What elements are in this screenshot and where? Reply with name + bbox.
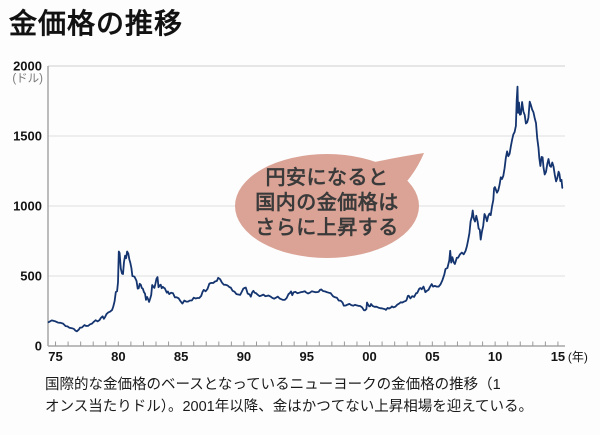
annotation-text: 円安になると 国内の金価格は さらに上昇する [231,166,423,241]
annotation-line-1: 円安になると [265,167,389,189]
x-tick-label: 00 [362,349,376,364]
x-tick-label: 80 [111,349,125,364]
x-tick-label: 85 [174,349,188,364]
y-tick-label: 1500 [13,129,42,144]
price-line [47,85,564,333]
x-tick-label: 15 [551,349,565,364]
speech-bubble [235,153,424,258]
y-axis-unit-label: (ドル) [12,73,43,85]
x-tick-label: 90 [237,349,251,364]
y-tick-label: 500 [20,269,42,284]
annotation-line-3: さらに上昇する [255,217,399,239]
speech-bubble-body [235,154,419,258]
y-tick-label: 1000 [13,199,42,214]
x-tick-label: 95 [300,349,314,364]
annotation-line-2: 国内の金価格は [255,192,399,214]
x-tick-label: 10 [488,349,502,364]
caption-line-2: オンス当たりドル）。2001年以降、金はかつてない上昇相場を迎えている。 [45,398,533,415]
x-axis-unit-label: (年) [568,350,588,364]
x-tick-label: 05 [425,349,439,364]
gold-price-chart: 0 500 1000 1500 2000(ドル) 75 80 85 90 95 00 05 10 15 (年… [12,59,588,365]
y-tick-label: 0 [35,339,42,354]
caption-line-1: 国際的な金価格のベースとなっているニューヨークの金価格の推移（1 [45,377,501,393]
page-title: 金価格の推移 [9,8,184,39]
y-tick-label: 2000 [13,59,42,74]
x-tick-label: 75 [48,349,62,364]
axes-group: 0 500 1000 1500 2000(ドル) 75 80 85 90 95 00 05 10 15 (年… [12,59,588,365]
chart-caption: 国際的な金価格のベースとなっているニューヨークの金価格の推移（1 オンス当たりド… [45,375,597,418]
